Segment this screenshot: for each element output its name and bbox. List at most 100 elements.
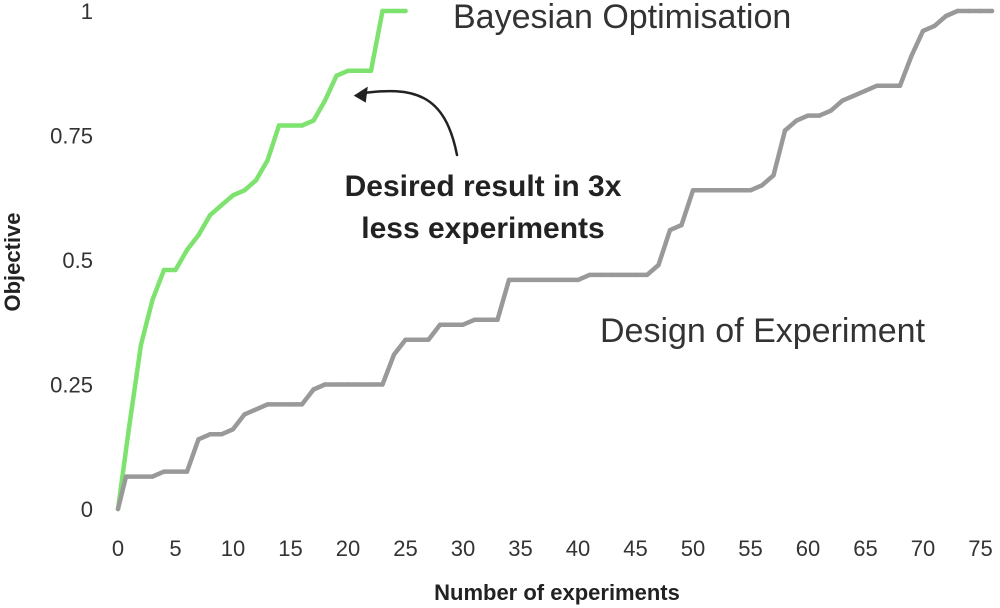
series-line-bayesian-optimisation	[115, 8, 408, 512]
y-tick-label: 0.5	[62, 248, 93, 273]
data-point	[702, 188, 707, 193]
data-point	[115, 506, 121, 512]
data-point	[391, 8, 397, 14]
data-point	[794, 118, 799, 123]
data-point	[587, 272, 592, 278]
series-label-doe: Design of Experiment	[600, 312, 926, 350]
data-point	[391, 352, 397, 357]
x-tick-label: 0	[112, 536, 124, 561]
data-point	[472, 317, 477, 322]
data-point	[932, 23, 937, 29]
data-point	[621, 272, 627, 278]
data-point	[207, 432, 213, 437]
data-point	[357, 382, 362, 387]
y-tick-label: 0.75	[50, 124, 93, 149]
data-point	[334, 73, 339, 78]
data-point	[736, 188, 742, 193]
data-point	[380, 8, 385, 14]
data-point	[368, 382, 374, 387]
data-point	[713, 188, 719, 193]
data-point	[322, 98, 328, 103]
data-point	[541, 277, 546, 283]
x-tick-label: 35	[508, 536, 532, 561]
data-point	[656, 262, 661, 268]
data-point	[690, 188, 696, 193]
series-layer	[115, 8, 995, 512]
y-tick-label: 0.25	[50, 373, 93, 398]
data-point	[299, 123, 305, 128]
data-point	[782, 128, 788, 133]
data-point	[357, 68, 362, 73]
data-point	[380, 382, 385, 387]
data-point	[196, 232, 201, 238]
data-point	[368, 68, 374, 73]
data-point	[184, 469, 190, 474]
y-tick-label: 1	[81, 0, 93, 24]
x-tick-label: 25	[393, 536, 417, 561]
x-tick-label: 20	[336, 536, 360, 561]
x-tick-label: 60	[796, 536, 820, 561]
series-line-design-of-experiment	[115, 8, 995, 512]
data-point	[123, 474, 129, 479]
data-point	[633, 272, 638, 278]
x-tick-label: 55	[738, 536, 762, 561]
y-tick-label: 0	[81, 497, 93, 522]
data-point	[403, 337, 408, 342]
data-point	[989, 8, 995, 14]
data-point	[828, 108, 834, 113]
data-point	[265, 158, 270, 163]
y-axis-label: Objective	[0, 212, 25, 311]
data-point	[483, 317, 489, 322]
data-point	[552, 277, 558, 283]
data-point	[529, 277, 535, 283]
annotation-line-2: less experiments	[361, 212, 604, 245]
x-tick-label: 70	[911, 536, 935, 561]
data-point	[518, 277, 523, 283]
data-point	[771, 173, 776, 178]
data-point	[610, 272, 615, 278]
data-point	[150, 297, 155, 303]
annotation-arrowhead	[353, 86, 368, 103]
data-point	[138, 342, 144, 347]
data-point	[426, 337, 431, 342]
data-point	[897, 83, 903, 88]
data-point	[345, 68, 351, 73]
data-point	[127, 422, 132, 427]
annotation-arrow	[358, 89, 459, 157]
x-tick-label: 50	[681, 536, 705, 561]
data-point	[403, 8, 408, 14]
x-tick-label: 5	[169, 536, 181, 561]
data-point	[909, 53, 914, 59]
data-point	[219, 432, 224, 437]
data-point	[506, 277, 512, 283]
data-point	[759, 183, 765, 188]
data-point	[840, 98, 845, 103]
x-tick-label: 75	[968, 536, 992, 561]
data-point	[575, 277, 581, 283]
data-point	[334, 382, 339, 387]
data-point	[725, 188, 730, 193]
data-point	[817, 113, 822, 118]
data-point	[437, 322, 443, 327]
data-point	[219, 203, 224, 208]
data-point	[966, 8, 972, 14]
data-point	[955, 8, 960, 14]
data-point	[230, 427, 236, 432]
annotation: Desired result in 3x less experiments	[345, 86, 622, 245]
data-point	[242, 412, 247, 417]
data-point	[460, 322, 466, 327]
data-point	[311, 387, 316, 392]
x-tick-label: 30	[451, 536, 475, 561]
data-point	[173, 267, 178, 273]
data-point	[288, 402, 293, 407]
data-point	[805, 113, 811, 118]
data-point	[863, 88, 868, 93]
data-point	[276, 123, 282, 128]
data-point	[667, 227, 673, 233]
data-point	[414, 337, 420, 342]
data-point	[161, 267, 167, 273]
data-point	[184, 247, 190, 253]
data-point	[978, 8, 983, 14]
data-point	[253, 178, 259, 183]
